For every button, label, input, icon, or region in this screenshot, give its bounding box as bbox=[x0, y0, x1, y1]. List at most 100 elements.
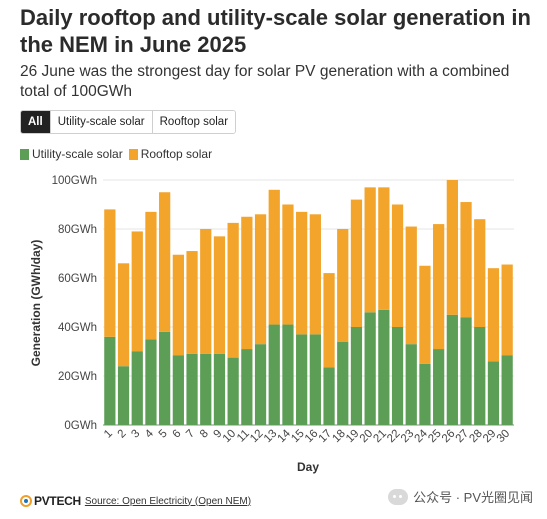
bar-rooftop[interactable] bbox=[474, 219, 486, 327]
chart-title: Daily rooftop and utility-scale solar ge… bbox=[20, 5, 531, 57]
toggle-rooftop-button[interactable]: Rooftop solar bbox=[152, 111, 236, 133]
bar-utility[interactable] bbox=[268, 324, 280, 425]
pvtech-logo: PVTECH bbox=[20, 494, 81, 508]
bar-utility[interactable] bbox=[350, 327, 363, 425]
legend-label-utility: Utility-scale solar bbox=[32, 147, 123, 161]
bar-rooftop[interactable] bbox=[405, 226, 417, 345]
bar-utility[interactable] bbox=[323, 367, 335, 425]
bar-rooftop[interactable] bbox=[117, 263, 130, 367]
bar-utility[interactable] bbox=[487, 361, 500, 425]
bar-utility[interactable] bbox=[419, 363, 431, 425]
bar-utility[interactable] bbox=[391, 327, 404, 425]
x-tick-label: 8 bbox=[198, 428, 211, 441]
legend-item-rooftop[interactable]: Rooftop solar bbox=[128, 147, 213, 161]
x-tick-label: 4 bbox=[143, 427, 156, 440]
grid-lines bbox=[103, 179, 514, 426]
pvtech-logo-icon bbox=[20, 495, 32, 507]
bar-utility[interactable] bbox=[117, 366, 130, 425]
bar-utility[interactable] bbox=[227, 357, 239, 425]
bar-rooftop[interactable] bbox=[309, 214, 321, 335]
bar-rooftop[interactable] bbox=[419, 265, 431, 364]
bar-rooftop[interactable] bbox=[227, 222, 239, 358]
x-axis-label: Day bbox=[297, 460, 319, 474]
bar-rooftop[interactable] bbox=[433, 224, 445, 350]
legend-label-rooftop: Rooftop solar bbox=[140, 147, 213, 161]
watermark: 公众号 · PV光圈见闻 bbox=[388, 487, 533, 506]
bar-rooftop[interactable] bbox=[268, 189, 280, 325]
bar-utility[interactable] bbox=[131, 351, 143, 426]
wechat-icon bbox=[388, 488, 409, 505]
bar-utility[interactable] bbox=[282, 324, 294, 425]
bar-rooftop[interactable] bbox=[200, 229, 212, 354]
pvtech-logo-text: PVTECH bbox=[34, 494, 81, 508]
bar-rooftop[interactable] bbox=[296, 211, 308, 335]
bar-rooftop[interactable] bbox=[186, 251, 198, 354]
y-tick-label: 100GWh bbox=[52, 175, 97, 187]
bar-utility[interactable] bbox=[104, 336, 116, 425]
bar-utility[interactable] bbox=[474, 327, 486, 425]
x-tick-label: 30 bbox=[495, 428, 513, 446]
bar-utility[interactable] bbox=[405, 344, 417, 425]
chart-subtitle: 26 June was the strongest day for solar … bbox=[20, 63, 510, 100]
bar-utility[interactable] bbox=[337, 341, 349, 425]
bar-utility[interactable] bbox=[172, 355, 184, 425]
bar-utility[interactable] bbox=[145, 339, 157, 425]
bar-rooftop[interactable] bbox=[213, 236, 226, 354]
legend-item-utility[interactable]: Utility-scale solar bbox=[20, 147, 123, 161]
bar-rooftop[interactable] bbox=[159, 192, 171, 332]
bar-utility[interactable] bbox=[446, 314, 458, 425]
legend: Utility-scale solar Rooftop solar bbox=[20, 147, 212, 161]
x-tick-label: 5 bbox=[157, 428, 170, 441]
bar-rooftop[interactable] bbox=[241, 216, 253, 350]
bar-utility[interactable] bbox=[200, 353, 212, 425]
bar-rooftop[interactable] bbox=[501, 264, 513, 356]
x-tick-label: 1 bbox=[102, 428, 115, 441]
bar-rooftop[interactable] bbox=[487, 268, 500, 362]
bar-utility[interactable] bbox=[296, 334, 308, 425]
footer: PVTECH Source: Open Electricity (Open NE… bbox=[20, 494, 251, 508]
legend-swatch-utility bbox=[20, 148, 29, 160]
series-toggle: All Utility-scale solar Rooftop solar bbox=[20, 110, 237, 134]
bar-utility[interactable] bbox=[309, 334, 321, 425]
bar-utility[interactable] bbox=[378, 309, 390, 425]
y-tick-label: 60GWh bbox=[58, 273, 97, 285]
bar-rooftop[interactable] bbox=[131, 231, 143, 352]
bar-rooftop[interactable] bbox=[391, 204, 404, 328]
bar-utility[interactable] bbox=[460, 317, 472, 425]
toggle-all-button[interactable]: All bbox=[21, 111, 51, 133]
bars bbox=[104, 180, 513, 425]
bar-utility[interactable] bbox=[241, 349, 253, 425]
bar-rooftop[interactable] bbox=[460, 202, 472, 318]
bar-rooftop[interactable] bbox=[378, 187, 390, 310]
bar-rooftop[interactable] bbox=[350, 199, 363, 327]
source-link[interactable]: Source: Open Electricity (Open NEM) bbox=[84, 495, 252, 507]
y-axis-ticks: 0GWh 20GWh 40GWh 60GWh 80GWh 100GWh bbox=[52, 175, 97, 432]
bar-utility[interactable] bbox=[254, 344, 267, 425]
bar-rooftop[interactable] bbox=[337, 229, 349, 342]
bar-utility[interactable] bbox=[213, 353, 226, 425]
x-tick-label: 3 bbox=[129, 428, 142, 441]
bar-rooftop[interactable] bbox=[282, 204, 294, 325]
bar-utility[interactable] bbox=[501, 355, 513, 425]
bar-rooftop[interactable] bbox=[364, 187, 376, 313]
y-tick-label: 40GWh bbox=[58, 322, 97, 334]
bar-utility[interactable] bbox=[364, 312, 376, 425]
legend-swatch-rooftop bbox=[128, 148, 138, 160]
bar-rooftop[interactable] bbox=[104, 209, 116, 337]
x-axis-ticks: 1 2 3 4 5 6 7 8 91011121314151617181920212223242… bbox=[102, 427, 512, 445]
bar-rooftop[interactable] bbox=[254, 214, 267, 345]
x-tick-label: 7 bbox=[184, 428, 197, 441]
x-tick-label: 6 bbox=[170, 428, 183, 441]
bar-rooftop[interactable] bbox=[323, 273, 335, 368]
bar-utility[interactable] bbox=[159, 331, 171, 425]
bar-rooftop[interactable] bbox=[145, 211, 157, 340]
watermark-text: 公众号 · PV光圈见闻 bbox=[413, 490, 533, 505]
toggle-utility-button[interactable]: Utility-scale solar bbox=[50, 111, 153, 133]
y-tick-label: 20GWh bbox=[58, 371, 97, 383]
bar-utility[interactable] bbox=[433, 349, 445, 425]
bar-utility[interactable] bbox=[186, 353, 198, 425]
bar-rooftop[interactable] bbox=[172, 254, 184, 356]
x-tick-label: 2 bbox=[116, 428, 129, 441]
bar-rooftop[interactable] bbox=[446, 180, 458, 315]
